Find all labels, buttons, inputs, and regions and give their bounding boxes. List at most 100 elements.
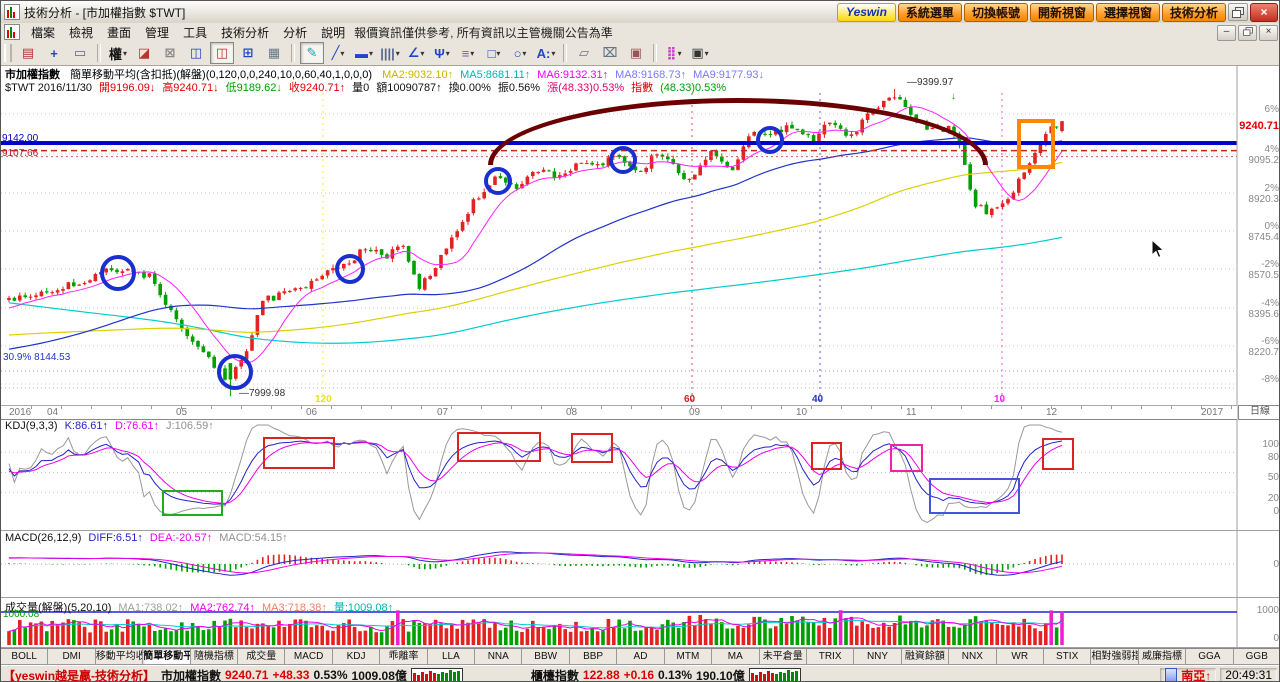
chart-add-icon[interactable]: ⊞ <box>236 42 260 64</box>
draw-mode-icon[interactable]: ✎ <box>300 42 324 64</box>
axis-tick <box>1201 406 1202 409</box>
tab-STIX[interactable]: STIX <box>1043 649 1092 665</box>
pitchfork-tool-icon[interactable]: Ψ ▾ <box>430 42 454 64</box>
yeswin-logo-button[interactable]: Yeswin <box>837 2 896 22</box>
tab-威廉指標[interactable]: 威廉指標 <box>1138 649 1187 665</box>
kdj-value: K:86.61↑ <box>64 420 108 432</box>
menu-分析[interactable]: 分析 <box>283 25 308 40</box>
tab-BBP[interactable]: BBP <box>569 649 618 665</box>
chart-off-icon[interactable]: ⊠ <box>158 42 182 64</box>
bar-chart-icon[interactable]: ◫ <box>184 42 208 64</box>
axis-tick <box>121 406 122 409</box>
x-axis-label: 09 <box>689 407 701 418</box>
tab-NNY[interactable]: NNY <box>854 649 902 665</box>
tab-LLA[interactable]: LLA <box>427 649 476 665</box>
titlebar-button-3[interactable]: 開新視窗 <box>1029 2 1094 22</box>
tab-MA[interactable]: MA <box>712 649 760 665</box>
fan-lines-tool-icon[interactable]: ∠ ▾ <box>404 42 428 64</box>
toolbar-grip[interactable] <box>4 44 12 62</box>
price-axis-value: 8745.4 <box>1248 232 1279 243</box>
tab-隨機指標[interactable]: 隨機指標 <box>190 649 239 665</box>
stock-ticker-cell[interactable]: 南亞↑ <box>1160 668 1216 682</box>
tab-移動平均收[interactable]: 移動平均收 <box>95 649 144 665</box>
quote-field: 開9196.09↓ <box>99 82 156 94</box>
minimize-child-button[interactable]: – <box>1217 25 1236 41</box>
trendline-tool-icon[interactable]: ╱ ▾ <box>326 42 350 64</box>
tab-簡單移動平[interactable]: 簡單移動平 <box>143 649 191 665</box>
chart-settings-icon[interactable]: ▦ <box>262 42 286 64</box>
tab-BOLL[interactable]: BOLL <box>1 649 49 665</box>
menu-檢視[interactable]: 檢視 <box>69 25 94 40</box>
save-icon[interactable]: ▣ ▾ <box>688 42 712 64</box>
menu-管理[interactable]: 管理 <box>145 25 170 40</box>
quote-field: (48.33)0.53% <box>660 82 727 94</box>
axis-tick <box>151 406 152 409</box>
tab-成交量[interactable]: 成交量 <box>238 649 286 665</box>
close-child-button[interactable]: × <box>1259 25 1278 41</box>
menu-工具[interactable]: 工具 <box>183 25 208 40</box>
tab-MACD[interactable]: MACD <box>285 649 333 665</box>
tab-BBW[interactable]: BBW <box>522 649 570 665</box>
index1-minichart <box>410 667 463 681</box>
ellipse-tool-icon[interactable]: ○ ▾ <box>508 42 532 64</box>
candle-chart-icon[interactable]: ◫ <box>210 42 234 64</box>
time-axis[interactable]: 2016 04 05 06 07 08 09 10 11 12 2017 <box>1 405 1237 420</box>
restore-child-button[interactable] <box>1238 25 1257 41</box>
tab-KDJ[interactable]: KDJ <box>332 649 381 665</box>
tab-WR[interactable]: WR <box>996 649 1044 665</box>
quote-field: 額10090787↑ <box>376 82 442 94</box>
tab-相對強弱指[interactable]: 相對強弱指 <box>1091 649 1139 665</box>
titlebar-button-1[interactable]: 系統選單 <box>897 2 962 22</box>
tab-TRIX[interactable]: TRIX <box>806 649 855 665</box>
menu-說明[interactable]: 說明 <box>321 25 346 40</box>
x-axis-label: 2016 <box>9 407 32 418</box>
tile-windows-icon[interactable]: ▤ <box>16 42 40 64</box>
axis-tick <box>511 406 512 409</box>
period-label[interactable]: 日線 <box>1238 405 1279 420</box>
chart-canvas[interactable] <box>1 65 1280 647</box>
chart-compare-icon[interactable]: ◪ <box>132 42 156 64</box>
horizontal-line-tool-icon: ▬ <box>354 45 368 61</box>
menu-技術分析[interactable]: 技術分析 <box>221 25 270 40</box>
tab-DMI[interactable]: DMI <box>48 649 96 665</box>
parallel-lines-tool-icon[interactable]: ≡ ▾ <box>456 42 480 64</box>
delete-drawing-icon[interactable]: ▣ <box>624 42 648 64</box>
tab-融資餘額[interactable]: 融資餘額 <box>901 649 950 665</box>
price-axis-value: 8920.3 <box>1248 194 1279 205</box>
index2-minichart <box>748 667 801 681</box>
restore-window-button[interactable] <box>1228 3 1248 21</box>
flip-page-icon[interactable]: ▱ <box>572 42 596 64</box>
tab-AD[interactable]: AD <box>617 649 665 665</box>
close-window-button[interactable]: × <box>1250 2 1278 22</box>
titlebar-button-2[interactable]: 切換帳號 <box>963 2 1028 22</box>
eraser-icon[interactable]: ⌧ <box>598 42 622 64</box>
axis-tick <box>961 406 962 409</box>
tab-GGA[interactable]: GGA <box>1186 649 1234 665</box>
axis-tick <box>811 406 812 409</box>
palette-icon[interactable]: ⣿ ▾ <box>662 42 686 64</box>
tab-GGB[interactable]: GGB <box>1233 649 1279 665</box>
stock-ticker: 南亞↑ <box>1181 668 1212 682</box>
tab-NNA[interactable]: NNA <box>475 649 523 665</box>
kdj-axis-label: 20 <box>1267 493 1279 504</box>
index2-percent: 0.13% <box>658 668 693 682</box>
macd-header: MACD(26,12,9) DIFF:6.51↑ DEA:-20.57↑ MACD:5… <box>5 532 295 544</box>
rectangle-tool-icon[interactable]: □ ▾ <box>482 42 506 64</box>
rights-menu-button[interactable]: 權 ▾ <box>106 42 130 64</box>
horizontal-line-tool-icon[interactable]: ▬ ▾ <box>352 42 376 64</box>
titlebar-button-4[interactable]: 選擇視窗 <box>1095 2 1160 22</box>
vertical-lines-tool-icon[interactable]: |||| ▾ <box>378 42 402 64</box>
tab-未平倉量[interactable]: 未平倉量 <box>759 649 807 665</box>
tab-乖離率[interactable]: 乖離率 <box>380 649 428 665</box>
dropdown-caret-icon: ▾ <box>704 48 709 58</box>
text-tool-icon[interactable]: A: ▾ <box>534 42 558 64</box>
x-axis-label: 2017 <box>1201 407 1224 418</box>
ruler-icon[interactable]: ▭ <box>68 42 92 64</box>
tab-MTM[interactable]: MTM <box>664 649 713 665</box>
tab-NNX[interactable]: NNX <box>949 649 997 665</box>
pan-crosshair-icon[interactable]: + <box>42 42 66 64</box>
menu-檔案[interactable]: 檔案 <box>31 25 56 40</box>
price-axis-value: 9095.2 <box>1248 155 1279 166</box>
titlebar-button-5[interactable]: 技術分析 <box>1161 2 1226 22</box>
menu-畫面[interactable]: 畫面 <box>107 25 132 40</box>
